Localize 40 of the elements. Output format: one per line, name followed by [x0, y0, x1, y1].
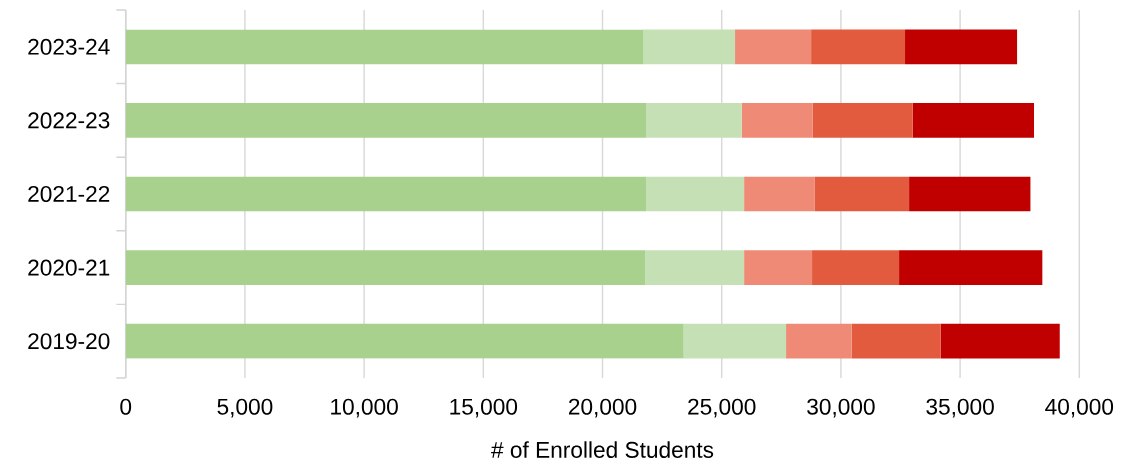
x-tick-label: 15,000: [450, 398, 518, 418]
bar: [646, 103, 742, 138]
bar: [909, 176, 1031, 212]
y-tick-label: 2019-20: [28, 333, 110, 350]
bar: [741, 103, 813, 138]
bar: [851, 323, 941, 359]
bar: [125, 323, 684, 359]
bar: [645, 250, 745, 285]
bar: [125, 176, 647, 212]
bar: [646, 176, 745, 212]
bar: [744, 176, 815, 212]
bar: [940, 323, 1060, 359]
x-tick-label: 20,000: [568, 398, 637, 418]
y-tick-label: 2021-22: [28, 185, 110, 203]
bar: [811, 29, 906, 65]
y-tick-label: 2020-21: [28, 259, 110, 276]
x-axis-title: # of Enrolled Students: [491, 441, 714, 458]
bar: [912, 103, 1034, 138]
x-tick-label: 0: [120, 398, 132, 415]
bar: [905, 29, 1018, 65]
bar: [812, 103, 913, 138]
bar: [812, 250, 900, 285]
y-tick-label: 2023-24: [28, 38, 110, 55]
x-tick-label: 10,000: [331, 398, 398, 418]
bar: [786, 323, 852, 359]
bar: [643, 29, 736, 65]
bar: [125, 103, 647, 138]
bar: [683, 323, 787, 359]
bar: [814, 176, 910, 212]
bar: [125, 29, 644, 65]
x-tick-label: 35,000: [926, 398, 994, 418]
bar: [744, 250, 813, 285]
x-tick-label: 40,000: [1045, 398, 1114, 418]
y-tick-label: 2022-23: [28, 112, 110, 129]
bar: [899, 250, 1043, 285]
x-tick-label: 25,000: [688, 398, 756, 418]
x-tick-label: 5,000: [217, 398, 273, 418]
bar: [735, 29, 812, 65]
x-tick-label: 30,000: [807, 398, 875, 418]
bar: [125, 250, 646, 285]
